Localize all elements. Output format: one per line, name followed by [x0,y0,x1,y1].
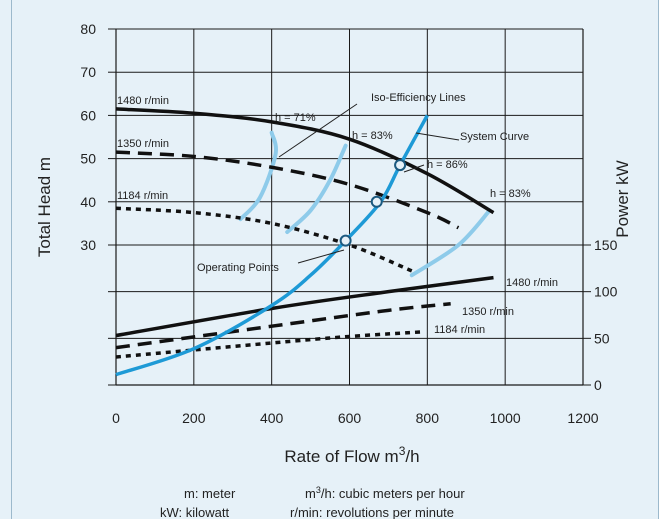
x-tick-label: 200 [182,410,206,426]
x-tick-label: 600 [338,410,362,426]
label-eff-83-a: h = 83% [352,130,393,142]
head-curve-1480 [115,107,495,215]
power-curve-1480 [115,275,494,338]
x-tick-label: 400 [260,410,284,426]
y-tick-label-head: 60 [80,107,96,123]
operating-point [394,159,407,172]
x-tick-label: 0 [112,410,120,426]
y-tick-label-head: 50 [80,151,96,167]
iso-lines-pointer [278,103,358,158]
y-tick-label-power: 150 [594,237,618,253]
label-power-1350: 1350 r/min [462,306,514,318]
legend-rmin: r/min: revolutions per minute [290,505,454,519]
curves [115,103,495,377]
system-curve-pointer [415,132,460,141]
labels: 0 200 400 600 800 1000 12003040506070800501001… [80,21,617,426]
y-tick-label-head: 80 [80,21,96,37]
power-curve-1184 [115,330,424,359]
iso-efficiency-line [238,130,278,222]
head-curve-1350 [115,150,460,230]
x-tick-label: 1200 [567,410,598,426]
y-tick-label-head: 30 [80,237,96,253]
grid [108,28,591,386]
legend-m3: m3/h: cubic meters per hour [305,485,465,501]
label-head-1350: 1350 r/min [117,138,169,150]
operating-points-pointer [297,249,345,264]
label-power-1184: 1184 r/min [434,324,485,336]
x-axis-title: Rate of Flow m3/h [284,444,419,466]
head-curve-1184 [115,206,413,273]
label-power-1480: 1480 r/min [506,277,558,289]
label-eff-86: h = 86% [427,159,468,171]
chart-frame [11,0,659,519]
operating-point [339,234,352,247]
y-tick-label-head: 40 [80,194,96,210]
y-tick-label-power: 100 [594,284,618,300]
label-eff-83-b: h = 83% [490,188,531,200]
x-tick-label: 1000 [490,410,521,426]
y-axis-right-title: Power kW [613,160,632,237]
eff-86-pointer [403,164,425,173]
label-system-curve: System Curve [460,131,529,143]
y-tick-label-power: 50 [594,330,610,346]
power-curve-1350 [115,302,451,350]
label-head-1184: 1184 r/min [117,190,168,202]
legend-kw: kW: kilowatt [160,505,229,519]
y-tick-label-head: 70 [80,64,96,80]
label-operating-points: Operating Points [197,262,279,274]
operating-point [370,195,383,208]
label-eff-71: h = 71% [275,112,316,124]
legend-m: m: meter [184,486,236,501]
iso-efficiency-line [285,143,348,235]
y-axis-left-title: Total Head m [35,157,54,257]
x-tick-label: 800 [416,410,440,426]
system-curve [115,114,429,377]
y-tick-label-power: 0 [594,377,602,393]
iso-efficiency-line [409,208,492,278]
label-head-1480: 1480 r/min [117,95,169,107]
label-iso-efficiency-lines: Iso-Efficiency Lines [371,92,466,104]
